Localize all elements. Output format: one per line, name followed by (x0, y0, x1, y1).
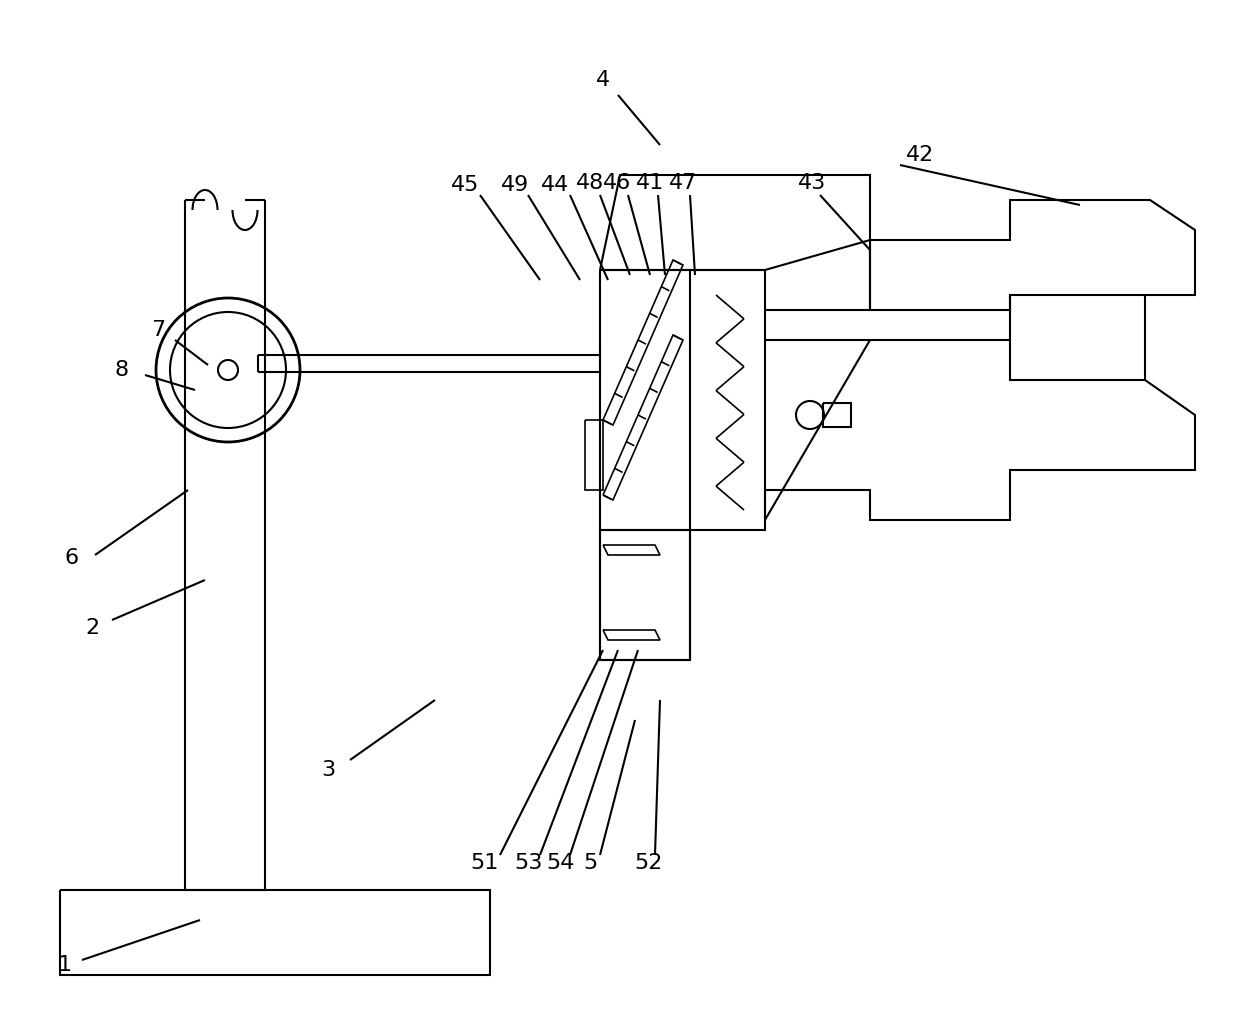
Text: 3: 3 (321, 760, 335, 780)
Text: 54: 54 (546, 853, 574, 873)
Text: 46: 46 (603, 173, 631, 193)
Text: 48: 48 (575, 173, 604, 193)
Text: 6: 6 (64, 548, 79, 568)
Text: 5: 5 (583, 853, 598, 873)
Text: 47: 47 (668, 173, 697, 193)
Text: 2: 2 (84, 618, 99, 638)
Text: 45: 45 (451, 175, 479, 195)
Text: 51: 51 (471, 853, 500, 873)
Text: 7: 7 (151, 320, 165, 340)
Text: 44: 44 (541, 175, 569, 195)
Text: 8: 8 (115, 360, 129, 380)
Text: 1: 1 (58, 955, 72, 975)
Text: 49: 49 (501, 175, 529, 195)
Text: 52: 52 (634, 853, 662, 873)
Text: 43: 43 (797, 173, 826, 193)
Text: 41: 41 (636, 173, 665, 193)
Text: 53: 53 (513, 853, 542, 873)
Text: 4: 4 (596, 70, 610, 90)
Text: 42: 42 (906, 145, 934, 165)
